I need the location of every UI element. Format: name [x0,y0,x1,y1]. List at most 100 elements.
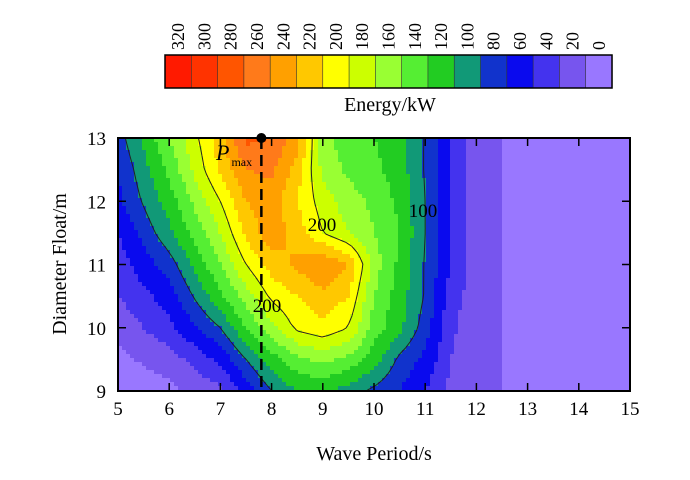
contour-cell [366,326,371,331]
contour-cell [426,218,431,223]
contour-cell [242,190,247,195]
contour-cell [318,158,323,163]
contour-cell [346,150,351,155]
contour-cell [310,302,315,307]
contour-cell [318,178,323,183]
contour-cell [122,142,127,147]
contour-cell [150,318,155,323]
contour-cell [266,278,271,283]
contour-cell [206,158,211,163]
contour-cell [338,362,343,367]
contour-cell [270,190,275,195]
contour-cell [394,270,399,275]
contour-cell [378,318,383,323]
contour-cell [330,170,335,175]
contour-cell [182,258,187,263]
contour-cell [310,342,315,347]
contour-cell [214,382,219,387]
contour-cell [306,194,311,199]
contour-cell [426,142,431,147]
contour-cell [374,278,379,283]
contour-cell [174,222,179,227]
contour-cell [182,334,187,339]
contour-cell [206,206,211,211]
contour-cell [158,138,163,143]
contour-cell [186,378,191,383]
contour-cell [282,154,287,159]
contour-cell [154,342,159,347]
contour-cell [370,138,375,143]
contour-cell [186,142,191,147]
contour-cell [426,202,431,207]
colorbar-swatch [453,54,482,89]
contour-cell [234,334,239,339]
contour-cell [254,326,259,331]
contour-cell [318,342,323,347]
contour-cell [374,370,379,375]
contour-cell [134,238,139,243]
contour-cell [166,198,171,203]
contour-cell [142,198,147,203]
contour-cell [242,174,247,179]
contour-cell [118,322,123,327]
contour-cell [390,138,395,143]
contour-cell [174,234,179,239]
contour-cell [398,166,403,171]
contour-cell [410,238,415,243]
contour-cell [342,162,347,167]
contour-cell [322,326,327,331]
contour-cell [230,382,235,387]
contour-cell [386,290,391,295]
contour-cell [266,350,271,355]
contour-cell [418,366,423,371]
contour-cell [190,370,195,375]
contour-cell [394,382,399,387]
contour-cell [178,158,183,163]
contour-cell [282,338,287,343]
contour-cell [318,258,323,263]
contour-cell [130,290,135,295]
contour-cell [186,362,191,367]
contour-cell [194,226,199,231]
contour-cell [206,290,211,295]
contour-cell [142,334,147,339]
contour-cell [146,318,151,323]
contour-cell [398,382,403,387]
contour-cell [222,306,227,311]
contour-cell [310,346,315,351]
contour-cell [402,174,407,179]
contour-cell [178,286,183,291]
contour-cell [318,378,323,383]
contour-cell [238,246,243,251]
contour-cell [158,334,163,339]
contour-cell [242,274,247,279]
contour-cell [138,266,143,271]
contour-cell [250,370,255,375]
contour-cell [386,198,391,203]
contour-cell [342,278,347,283]
contour-cell [386,346,391,351]
contour-cell [178,318,183,323]
contour-cell [426,242,431,247]
contour-cell [218,314,223,319]
contour-cell [338,286,343,291]
contour-cell [182,198,187,203]
contour-cell [294,330,299,335]
contour-cell [166,206,171,211]
contour-cell [162,138,167,143]
contour-cell [122,274,127,279]
contour-cell [238,306,243,311]
contour-cell [230,334,235,339]
contour-cell [126,382,131,387]
contour-cell [306,310,311,315]
contour-cell [210,354,215,359]
contour-cell [134,282,139,287]
contour-cell [314,138,319,143]
contour-cell [186,330,191,335]
contour-cell [418,178,423,183]
contour-cell [254,358,259,363]
contour-cell [222,194,227,199]
contour-cell [150,322,155,327]
contour-cell [122,258,127,263]
contour-cell [314,366,319,371]
